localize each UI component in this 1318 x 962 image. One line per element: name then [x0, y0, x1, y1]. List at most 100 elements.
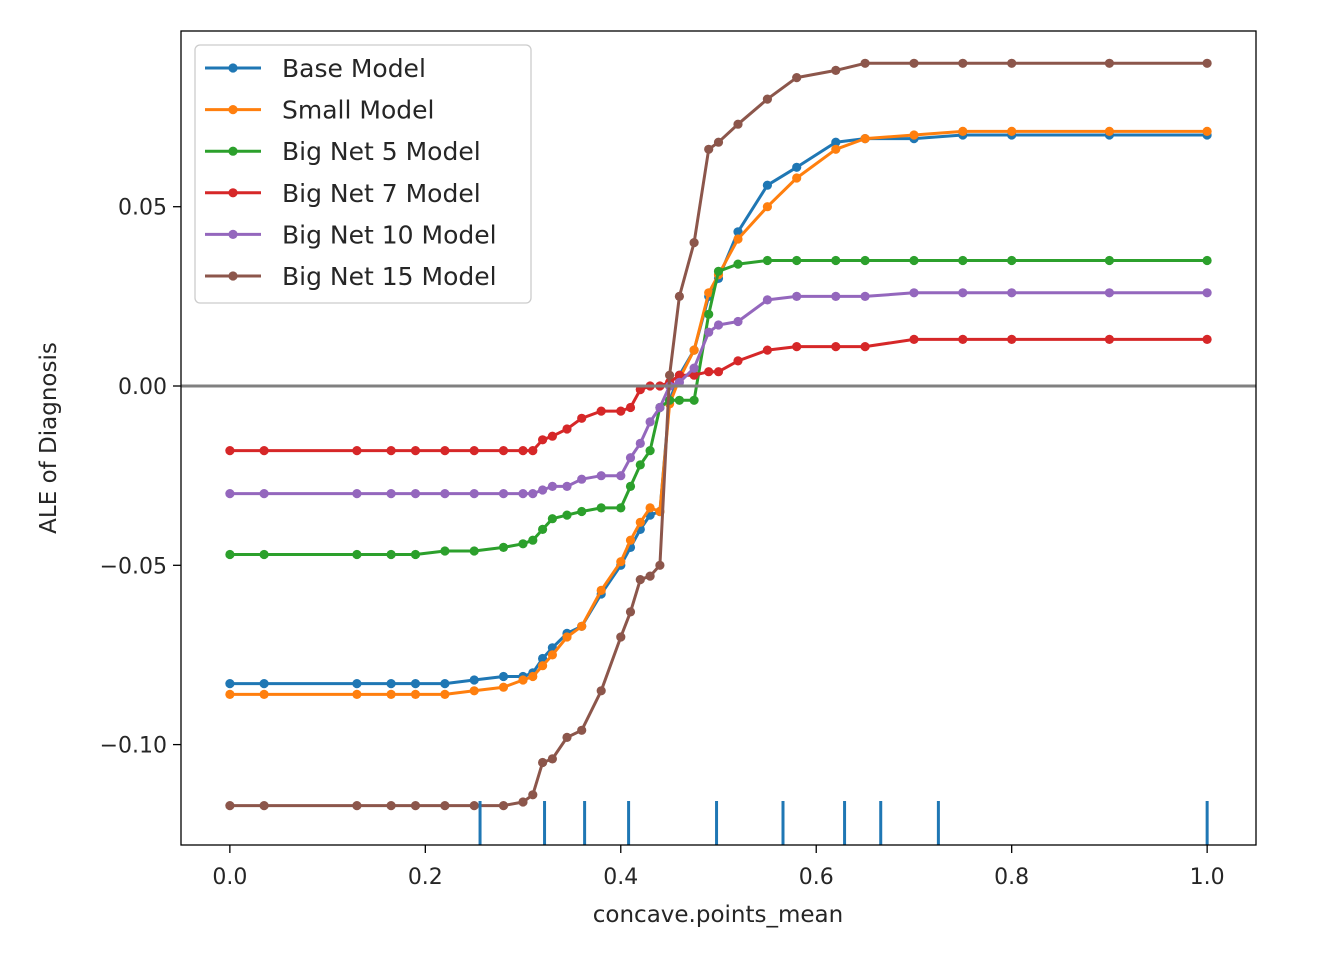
data-point	[538, 524, 548, 535]
data-point	[909, 58, 919, 68]
data-point	[1007, 288, 1017, 298]
data-point	[469, 686, 479, 696]
data-point	[498, 542, 509, 553]
data-point	[352, 446, 362, 456]
data-point	[259, 679, 269, 689]
series-3	[225, 255, 1212, 560]
data-point	[528, 489, 538, 499]
data-point	[860, 58, 870, 68]
data-point	[958, 334, 968, 344]
y-tick-label: −0.05	[100, 554, 167, 579]
data-point	[1104, 288, 1114, 298]
data-point	[577, 474, 587, 484]
data-point	[616, 406, 626, 416]
plot-frame	[180, 30, 1257, 846]
data-point	[645, 417, 655, 427]
data-point	[704, 309, 714, 319]
data-point	[352, 689, 362, 700]
data-point	[518, 539, 528, 549]
y-tick-label: 0.00	[118, 375, 167, 400]
data-point	[440, 446, 450, 456]
data-point	[635, 575, 645, 585]
data-point	[1202, 288, 1212, 298]
legend-marker	[228, 229, 238, 239]
data-point	[645, 446, 655, 456]
data-point	[528, 446, 538, 456]
data-point	[831, 137, 841, 147]
data-point	[498, 446, 509, 456]
data-point	[762, 295, 773, 305]
data-point	[733, 316, 743, 327]
data-point	[674, 395, 685, 405]
data-point	[674, 370, 685, 380]
legend: Base Model Small Model Big Net 5 Model Big …	[194, 44, 532, 304]
data-point	[596, 585, 606, 596]
data-point	[635, 460, 645, 470]
y-axis-title: ALE of Diagnosis	[36, 342, 62, 534]
legend-box	[194, 44, 532, 304]
data-point	[386, 489, 396, 499]
data-point	[562, 424, 572, 434]
data-point	[596, 406, 606, 416]
data-point	[792, 173, 802, 183]
data-point	[831, 144, 841, 154]
legend-label: Base Model	[282, 54, 426, 83]
data-point	[562, 732, 572, 743]
data-point	[625, 402, 636, 413]
y-tick-label: −0.10	[100, 734, 167, 759]
data-point	[713, 266, 724, 276]
data-point	[225, 801, 235, 811]
data-point	[538, 757, 548, 768]
data-point	[225, 679, 235, 689]
data-point	[831, 255, 841, 266]
data-point	[958, 126, 968, 136]
data-point	[733, 259, 743, 269]
legend-marker	[228, 105, 238, 115]
data-point	[792, 255, 802, 266]
data-point	[538, 435, 548, 445]
data-point	[1104, 126, 1114, 136]
data-point	[625, 481, 636, 491]
data-point	[704, 367, 714, 377]
data-point	[645, 571, 655, 581]
data-point	[1202, 255, 1212, 266]
axes: 0.0 0.2 0.4 0.6 0.8 1.0 0.05 0.00 −0.05 −0.10	[100, 196, 1225, 890]
legend-label: Big Net 5 Model	[282, 137, 481, 166]
data-point	[596, 686, 606, 696]
data-point	[713, 137, 724, 147]
data-point	[909, 130, 919, 140]
data-point	[225, 549, 235, 560]
legend-marker	[228, 146, 238, 156]
data-point	[562, 510, 572, 520]
legend-marker	[228, 271, 238, 281]
data-point	[1104, 255, 1114, 266]
data-point	[1104, 58, 1114, 68]
data-point	[1104, 334, 1114, 344]
data-point	[225, 489, 235, 499]
x-tick-label: 0.6	[799, 865, 834, 890]
data-point	[386, 679, 396, 689]
data-point	[386, 446, 396, 456]
data-point	[733, 356, 743, 366]
data-point	[596, 471, 606, 481]
data-point	[762, 345, 773, 355]
data-point	[1007, 334, 1017, 344]
data-point	[762, 180, 773, 190]
x-axis-title: concave.points_mean	[593, 902, 843, 928]
data-point	[616, 557, 626, 567]
data-point	[689, 370, 699, 380]
data-point	[616, 632, 626, 642]
data-point	[259, 489, 269, 499]
data-point	[440, 679, 450, 689]
data-point	[689, 395, 699, 405]
data-point	[831, 342, 841, 352]
data-point	[689, 238, 699, 248]
data-point	[469, 446, 479, 456]
data-point	[225, 446, 235, 456]
legend-label: Big Net 15 Model	[282, 262, 497, 291]
data-point	[577, 506, 587, 517]
legend-label: Small Model	[282, 96, 434, 125]
data-point	[625, 453, 636, 463]
data-point	[1202, 58, 1212, 68]
